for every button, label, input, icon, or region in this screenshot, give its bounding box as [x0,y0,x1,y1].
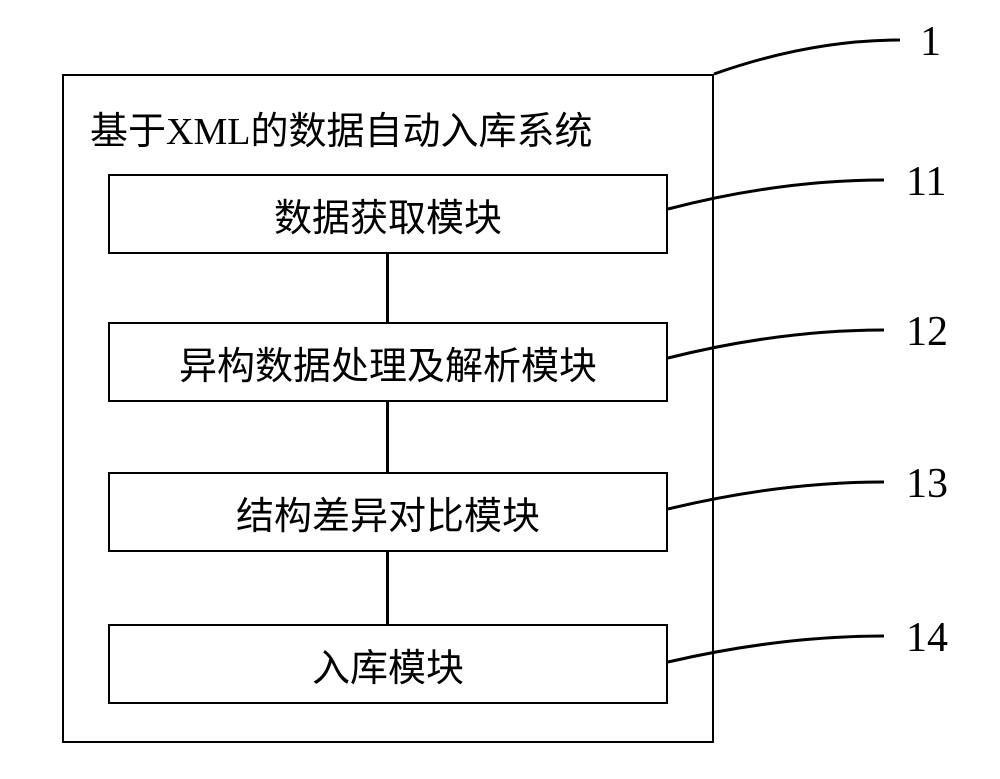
callout-leader-line [0,0,1000,779]
reference-number: 11 [906,158,946,206]
diagram-canvas: 基于XML的数据自动入库系统 数据获取模块 异构数据处理及解析模块 结构差异对比… [0,0,1000,779]
reference-number: 1 [920,18,941,66]
reference-number: 12 [906,308,948,356]
reference-number: 14 [906,614,948,662]
reference-number: 13 [906,460,948,508]
